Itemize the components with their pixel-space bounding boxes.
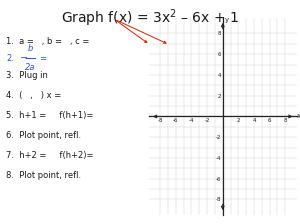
Text: 2a: 2a bbox=[25, 63, 36, 72]
Text: Graph f(x) = 3x$^2$ – 6x + 1: Graph f(x) = 3x$^2$ – 6x + 1 bbox=[61, 8, 239, 29]
Text: 4.  (   ,   ) x =: 4. ( , ) x = bbox=[6, 91, 61, 100]
Text: 1.  a =   , b =   , c =: 1. a = , b = , c = bbox=[6, 37, 89, 46]
Text: =: = bbox=[40, 54, 46, 63]
Text: y: y bbox=[225, 17, 229, 23]
Text: 2.: 2. bbox=[6, 54, 14, 63]
Text: x: x bbox=[297, 114, 300, 119]
Text: 3.  Plug in: 3. Plug in bbox=[6, 71, 48, 80]
Text: −: − bbox=[20, 53, 28, 63]
Text: 5.  h+1 =     f(h+1)=: 5. h+1 = f(h+1)= bbox=[6, 111, 93, 120]
Text: 7.  h+2 =     f(h+2)=: 7. h+2 = f(h+2)= bbox=[6, 151, 94, 160]
Text: 8.  Plot point, refl.: 8. Plot point, refl. bbox=[6, 171, 81, 180]
Text: 6.  Plot point, refl.: 6. Plot point, refl. bbox=[6, 131, 81, 140]
Text: b: b bbox=[28, 44, 33, 53]
